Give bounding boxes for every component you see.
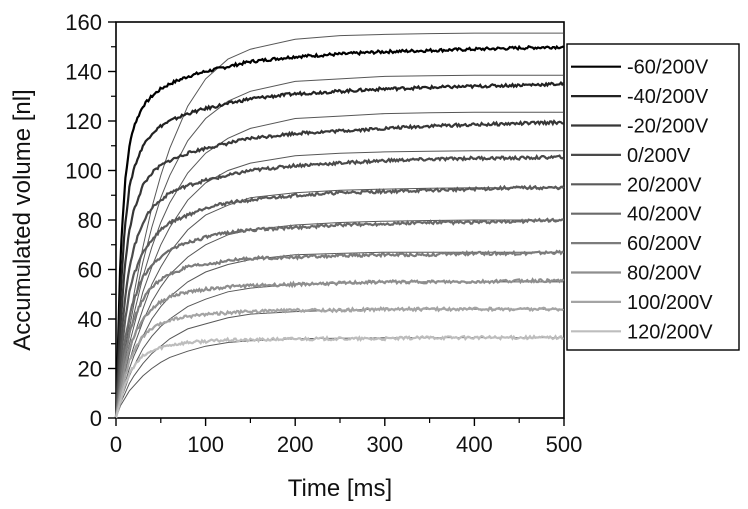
x-tick-label: 0 xyxy=(110,432,122,457)
fit-curve-9 xyxy=(115,337,564,419)
legend-label: -20/200V xyxy=(627,116,709,138)
y-tick-label: 100 xyxy=(65,159,102,184)
series-line-8 xyxy=(114,305,564,419)
y-tick-label: 160 xyxy=(65,10,102,35)
series-line-4 xyxy=(114,184,565,419)
x-tick-label: 100 xyxy=(187,432,224,457)
y-tick-label: 60 xyxy=(78,258,102,283)
legend-label: -40/200V xyxy=(627,86,709,108)
fit-curve-1 xyxy=(115,74,564,419)
fit-curve-6 xyxy=(115,251,564,419)
y-tick-label: 0 xyxy=(90,406,102,431)
y-tick-label: 40 xyxy=(78,307,102,332)
x-tick-label: 400 xyxy=(456,432,493,457)
legend-label: 120/200V xyxy=(627,321,713,343)
series-line-0 xyxy=(114,44,565,419)
legend: -60/200V -40/200V -20/200V 0/200V 20/200V 40/… xyxy=(566,43,740,351)
legend-label: 20/200V xyxy=(627,174,702,196)
series-line-5 xyxy=(114,217,564,419)
legend-label: 0/200V xyxy=(627,145,691,167)
series-line-6 xyxy=(114,249,565,419)
y-axis-title: Accumulated volume [nl] xyxy=(9,89,36,350)
series-line-1 xyxy=(114,80,565,419)
series-line-9 xyxy=(114,334,564,419)
y-tick-label: 140 xyxy=(65,60,102,85)
legend-label: 60/200V xyxy=(627,233,702,255)
legend-label: -60/200V xyxy=(627,57,709,79)
x-tick-label: 500 xyxy=(546,432,583,457)
x-axis-title: Time [ms] xyxy=(288,475,392,502)
legend-label: 40/200V xyxy=(627,204,702,226)
series-line-2 xyxy=(114,119,564,419)
axes: 0 100 200 300 400 500 0 20 40 60 80 100 120 140 160 xyxy=(65,10,582,457)
data-curves xyxy=(114,44,565,419)
fit-curve-3 xyxy=(115,150,564,419)
fit-curve-7 xyxy=(115,281,564,419)
x-tick-label: 200 xyxy=(277,432,314,457)
y-tick-label: 120 xyxy=(65,109,102,134)
y-tick-label: 80 xyxy=(78,208,102,233)
y-tick-label: 20 xyxy=(78,357,102,382)
series-line-3 xyxy=(114,154,565,419)
x-tick-label: 300 xyxy=(366,432,403,457)
fit-curve-8 xyxy=(115,308,564,419)
legend-label: 80/200V xyxy=(627,263,702,285)
series-line-7 xyxy=(114,277,565,419)
legend-label: 100/200V xyxy=(627,292,713,314)
